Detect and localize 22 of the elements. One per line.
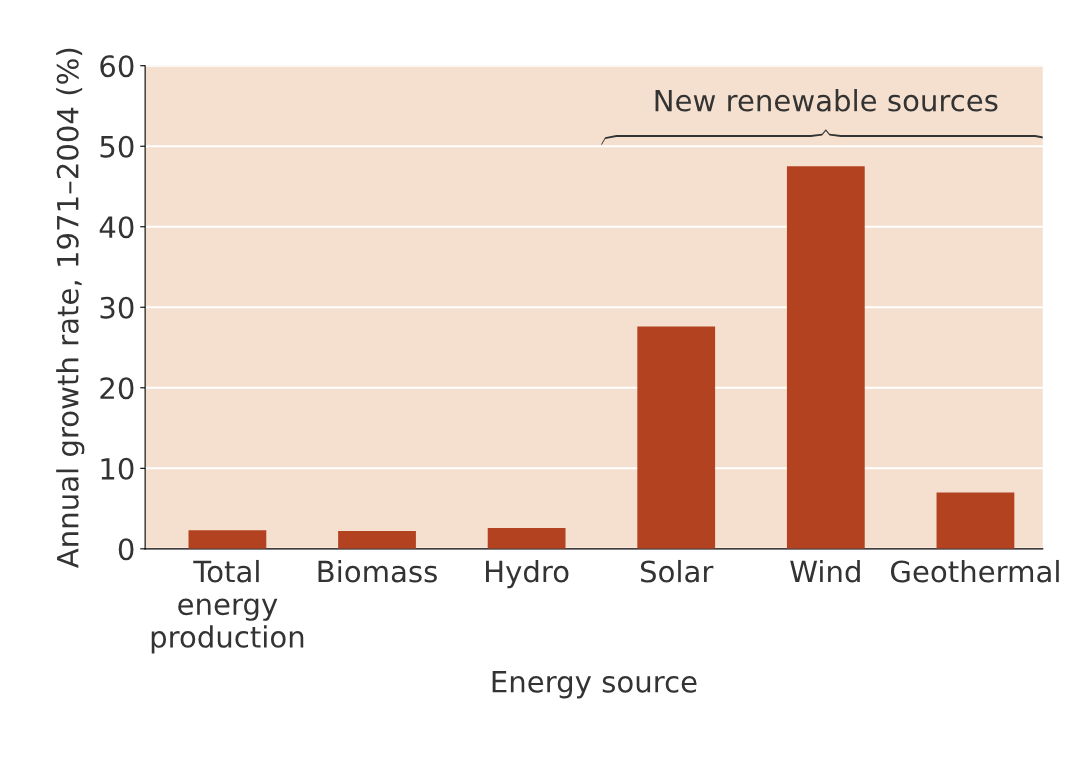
bar bbox=[936, 492, 1015, 549]
annotation: New renewable sources bbox=[655, 89, 998, 112]
bar bbox=[637, 326, 716, 549]
x-tick-label: Geothermal bbox=[891, 559, 1059, 583]
y-tick-label: 30 bbox=[100, 296, 134, 319]
y-tick-label: 0 bbox=[118, 538, 134, 561]
y-tick-label: 60 bbox=[100, 55, 134, 78]
x-tick-label: Wind bbox=[790, 559, 860, 583]
x-axis-title: Energy source bbox=[492, 671, 697, 699]
bar bbox=[786, 166, 865, 549]
bar bbox=[338, 531, 416, 549]
y-tick-label: 10 bbox=[101, 457, 134, 480]
x-tick-label: Hydro bbox=[486, 559, 569, 589]
x-tick-label: Biomass bbox=[318, 559, 437, 583]
x-tick-label: Total energy production bbox=[151, 559, 304, 654]
bar bbox=[487, 527, 566, 549]
y-tick-label: 50 bbox=[100, 135, 134, 158]
x-tick-label: Solar bbox=[640, 559, 714, 583]
y-tick-label: 40 bbox=[99, 216, 134, 239]
y-tick-label: 20 bbox=[100, 377, 134, 400]
y-axis-title: Annual growth rate, 1971–2004 (%) bbox=[56, 48, 85, 569]
bar bbox=[188, 530, 267, 549]
